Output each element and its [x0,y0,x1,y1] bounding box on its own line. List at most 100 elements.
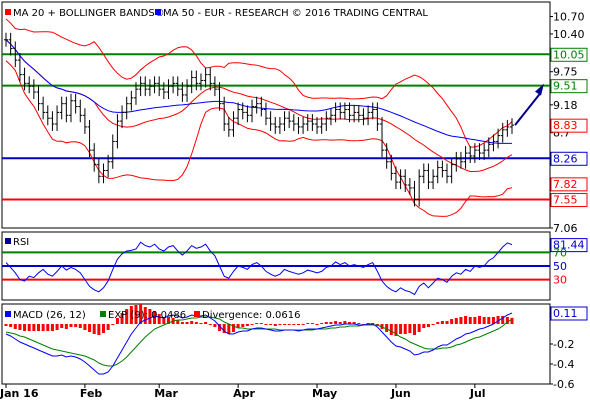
divergence-bar [250,324,254,325]
price-tick-label: 7.06 [553,222,578,235]
divergence-bar [13,324,17,329]
price-label-box [550,177,588,192]
price-label-box [550,47,588,62]
price-tick-label: 10.70 [553,11,585,24]
divergence-legend-swatch [194,311,200,317]
divergence-bar [468,317,472,324]
divergence-bar [348,322,352,324]
divergence-bar [454,318,458,324]
divergence-bar [334,321,338,324]
divergence-bar [269,324,273,325]
divergence-bar [199,323,203,324]
divergence-bar [385,324,389,332]
divergence-bar [27,324,31,331]
divergence-bar [143,307,147,324]
x-tick-label: Mar [154,387,178,400]
divergence-bar [9,324,13,327]
divergence-bar [245,324,249,326]
rsi-tick-label: 30 [553,274,567,287]
divergence-bar [431,324,435,325]
macd-signal-line [5,316,513,367]
divergence-bar [46,324,50,331]
divergence-bar [310,323,314,324]
divergence-bar [301,324,305,325]
divergence-bar [106,324,110,330]
divergence-bar [389,324,393,335]
price-label-box [550,79,588,94]
divergence-bar [213,324,217,327]
price-tick-label: 10.40 [553,28,585,41]
exp-legend-swatch [100,311,106,317]
price-label: 8.83 [553,119,578,132]
divergence-bar [426,324,430,327]
divergence-bar [32,324,36,331]
divergence-bar [496,316,500,324]
divergence-bar [357,323,361,324]
x-tick-label: Feb [80,387,103,400]
divergence-bar [180,322,184,324]
divergence-bar [23,324,27,331]
price-label: 9.51 [553,80,578,93]
price-label: 8.26 [553,152,578,165]
divergence-bar [218,324,222,331]
divergence-bar [111,324,115,325]
divergence-bar [69,324,73,327]
macd-tick-label: -0.6 [553,378,574,391]
rsi-value-box [550,238,588,253]
macd-value-label: 0.11 [553,307,578,320]
rsi-legend-swatch [5,238,11,244]
divergence-bar [440,321,444,324]
divergence-bar [403,324,407,334]
divergence-bar [88,324,92,332]
divergence-bar [50,324,54,331]
divergence-bar [255,323,259,324]
price-label-box [550,118,588,133]
divergence-bar [194,322,198,324]
divergence-bar [222,324,226,333]
divergence-bar [320,323,324,324]
divergence-bar [204,322,208,324]
divergence-bar [41,324,45,331]
divergence-bar [417,324,421,332]
divergence-bar [394,324,398,336]
divergence-bar [343,321,347,324]
divergence-bar [296,324,300,325]
forecast-arrow-icon [535,83,544,96]
divergence-bar [324,322,328,324]
ma20-legend-label: MA 20 + BOLLINGER BANDS© [13,8,165,19]
divergence-bar [134,305,138,324]
divergence-bar [450,319,454,324]
divergence-bar [259,323,263,324]
rsi-value-label: 81.44 [553,239,585,252]
divergence-bar [162,317,166,324]
divergence-bar [18,324,22,330]
divergence-bar [120,313,124,324]
macd-tick-label: -0.2 [553,338,574,351]
divergence-bar [482,317,486,324]
rsi-legend-label: RSI [13,237,29,248]
forecast-arrow-line [514,93,541,126]
divergence-bar [97,324,101,335]
divergence-bar [464,316,468,324]
divergence-bar [231,324,235,332]
macd-legend-label: MACD (26, 12) [13,310,86,321]
divergence-bar [478,316,482,324]
divergence-bar [505,317,509,324]
divergence-bar [283,324,287,325]
divergence-bar [153,311,157,324]
x-tick-label: May [312,387,337,400]
divergence-bar [64,324,68,329]
ma50-line [5,39,512,144]
divergence-bar [501,316,505,324]
divergence-bar [185,322,189,324]
divergence-bar [241,324,245,327]
divergence-bar [115,318,119,324]
divergence-bar [60,324,64,328]
divergence-bar [78,324,82,328]
divergence-bar [139,304,143,324]
divergence-bar [227,324,231,334]
ma20-legend-swatch [5,9,11,15]
price-panel-frame [1,1,551,229]
divergence-bar [83,324,87,330]
